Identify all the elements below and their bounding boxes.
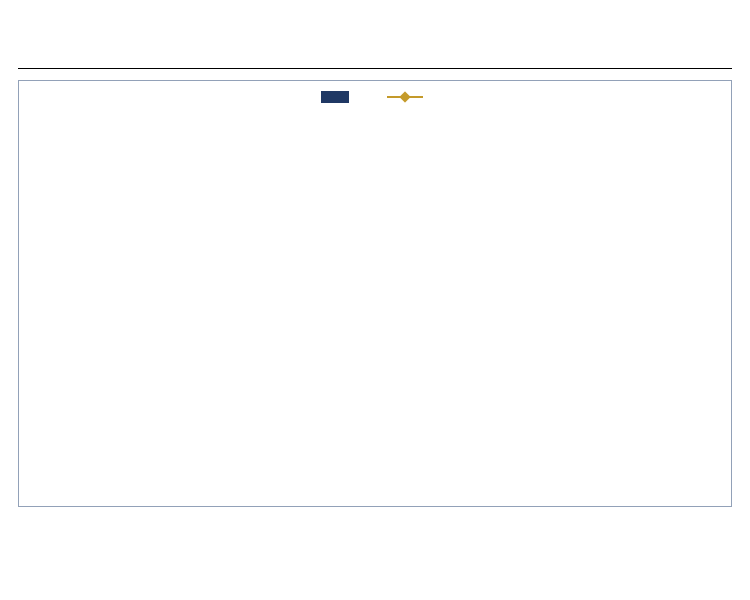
plot-area [74, 133, 676, 443]
legend-bar-swatch [321, 91, 349, 103]
legend-bar-item [321, 88, 355, 104]
legend-line-swatch [387, 91, 423, 103]
chart-container [18, 80, 732, 507]
legend [19, 87, 731, 127]
line-layer [74, 133, 676, 443]
title-underline [18, 68, 732, 69]
legend-line-item [387, 88, 429, 104]
